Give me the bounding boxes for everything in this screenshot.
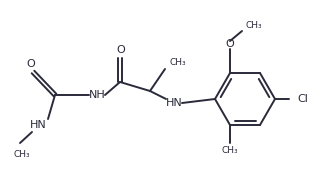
Text: CH₃: CH₃ xyxy=(246,21,263,30)
Text: CH₃: CH₃ xyxy=(222,146,238,156)
Text: O: O xyxy=(117,45,125,55)
Text: O: O xyxy=(226,39,235,49)
Text: CH₃: CH₃ xyxy=(169,57,186,67)
Text: NH: NH xyxy=(89,90,105,100)
Text: HN: HN xyxy=(30,120,46,130)
Text: HN: HN xyxy=(166,98,182,108)
Text: O: O xyxy=(27,59,35,69)
Text: CH₃: CH₃ xyxy=(14,150,30,159)
Text: Cl: Cl xyxy=(297,94,308,104)
